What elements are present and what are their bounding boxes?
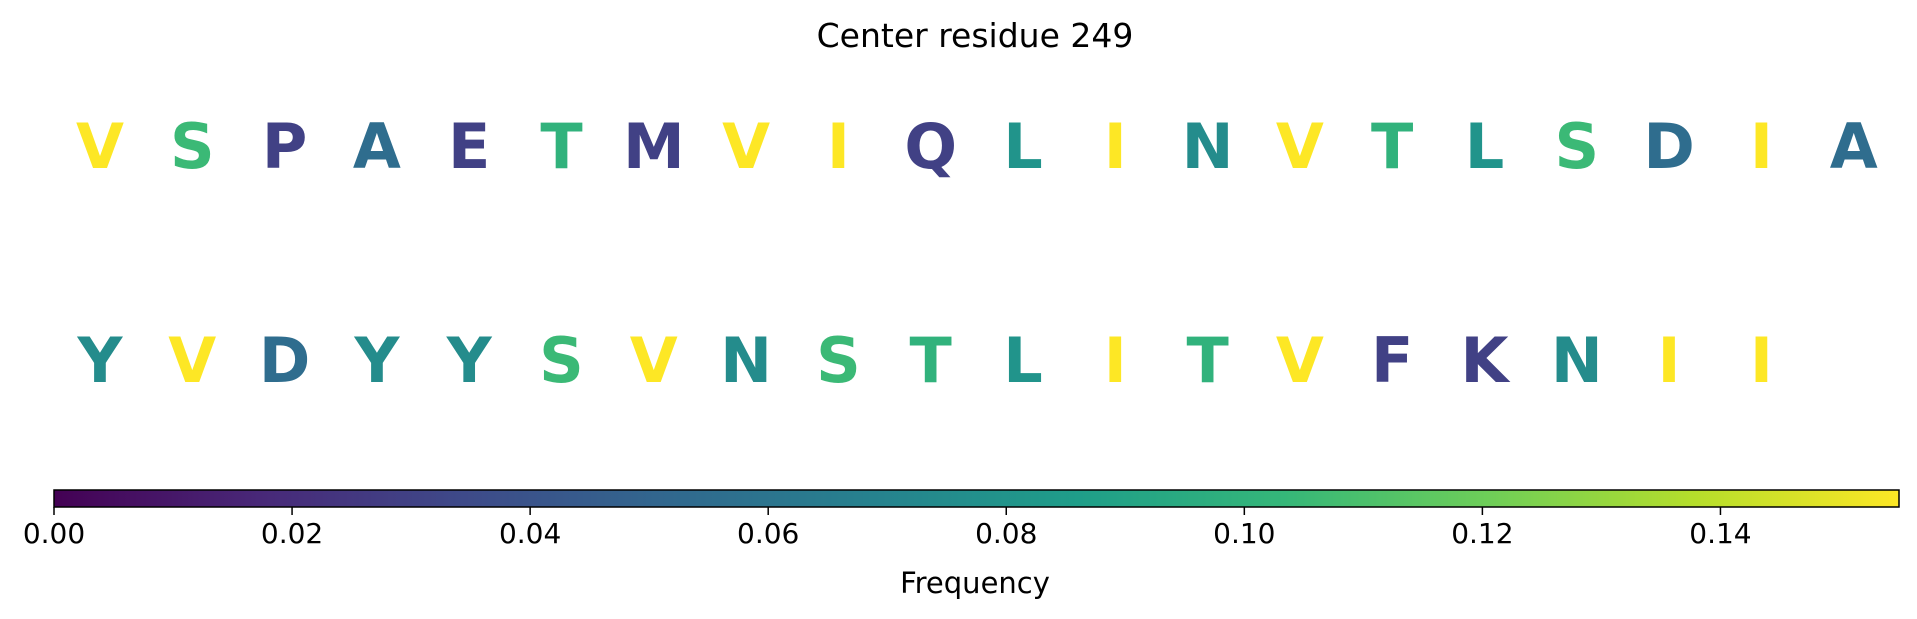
colorbar-tick-label: 0.08 [975, 517, 1037, 550]
residue-letter: V [722, 110, 770, 183]
colorbar: 0.00 0.02 0.04 0.06 0.08 0.10 0.12 0.14 Frequen… [23, 489, 1900, 600]
residue-letter: T [1186, 324, 1228, 397]
residue-letter: Y [353, 324, 400, 397]
residue-letter: S [816, 324, 861, 397]
residue-letter: D [1643, 110, 1694, 183]
residue-letter: E [448, 110, 490, 183]
residue-letter: N [1182, 110, 1234, 183]
residue-letter: N [1551, 324, 1603, 397]
residue-letter: T [540, 110, 582, 183]
residue-letter: A [353, 110, 401, 183]
chart-title: Center residue 249 [817, 16, 1134, 55]
residue-letter: L [1003, 324, 1043, 397]
residue-letter: S [539, 324, 584, 397]
residue-rows: V S P A E T M V I Q L I N V T L S D I AY V D Y Y S V N S T L I T V F K N I I [76, 110, 1878, 397]
residue-letter: M [623, 110, 685, 183]
colorbar-tick-label: 0.04 [499, 517, 561, 550]
residue-letter: V [1276, 110, 1324, 183]
colorbar-tick-label: 0.14 [1689, 517, 1751, 550]
residue-letter: S [170, 110, 215, 183]
colorbar-tick-label: 0.00 [23, 517, 85, 550]
residue-letter: T [1371, 110, 1413, 183]
residue-letter: I [1104, 324, 1127, 397]
residue-letter: S [1554, 110, 1599, 183]
colorbar-tick-label: 0.06 [737, 517, 799, 550]
residue-letter: V [630, 324, 678, 397]
residue-letter: T [910, 324, 952, 397]
residue-letter: I [827, 110, 850, 183]
residue-letter: I [1104, 110, 1127, 183]
residue-letter: F [1371, 324, 1413, 397]
colorbar-gradient [53, 489, 1900, 508]
residue-letter: I [1658, 324, 1681, 397]
residue-letter: A [1830, 110, 1878, 183]
colorbar-tick-label: 0.12 [1451, 517, 1513, 550]
residue-letter: Y [77, 324, 124, 397]
residue-letter: Y [446, 324, 493, 397]
residue-letter: L [1003, 110, 1043, 183]
residue-letter: I [1750, 324, 1773, 397]
residue-letter: I [1750, 110, 1773, 183]
colorbar-tick-label: 0.10 [1213, 517, 1275, 550]
residue-letter: V [76, 110, 124, 183]
colorbar-tick-label: 0.02 [261, 517, 323, 550]
colorbar-label: Frequency [900, 566, 1050, 600]
residue-letter: P [262, 110, 307, 183]
residue-letter: V [1276, 324, 1324, 397]
colorbar-ticks: 0.00 0.02 0.04 0.06 0.08 0.10 0.12 0.14 [23, 507, 1752, 550]
residue-letter: D [259, 324, 310, 397]
residue-letter: L [1465, 110, 1505, 183]
residue-letter: Q [904, 110, 957, 183]
residue-letter: K [1460, 324, 1510, 397]
residue-letter: V [168, 324, 216, 397]
residue-letter: N [720, 324, 772, 397]
